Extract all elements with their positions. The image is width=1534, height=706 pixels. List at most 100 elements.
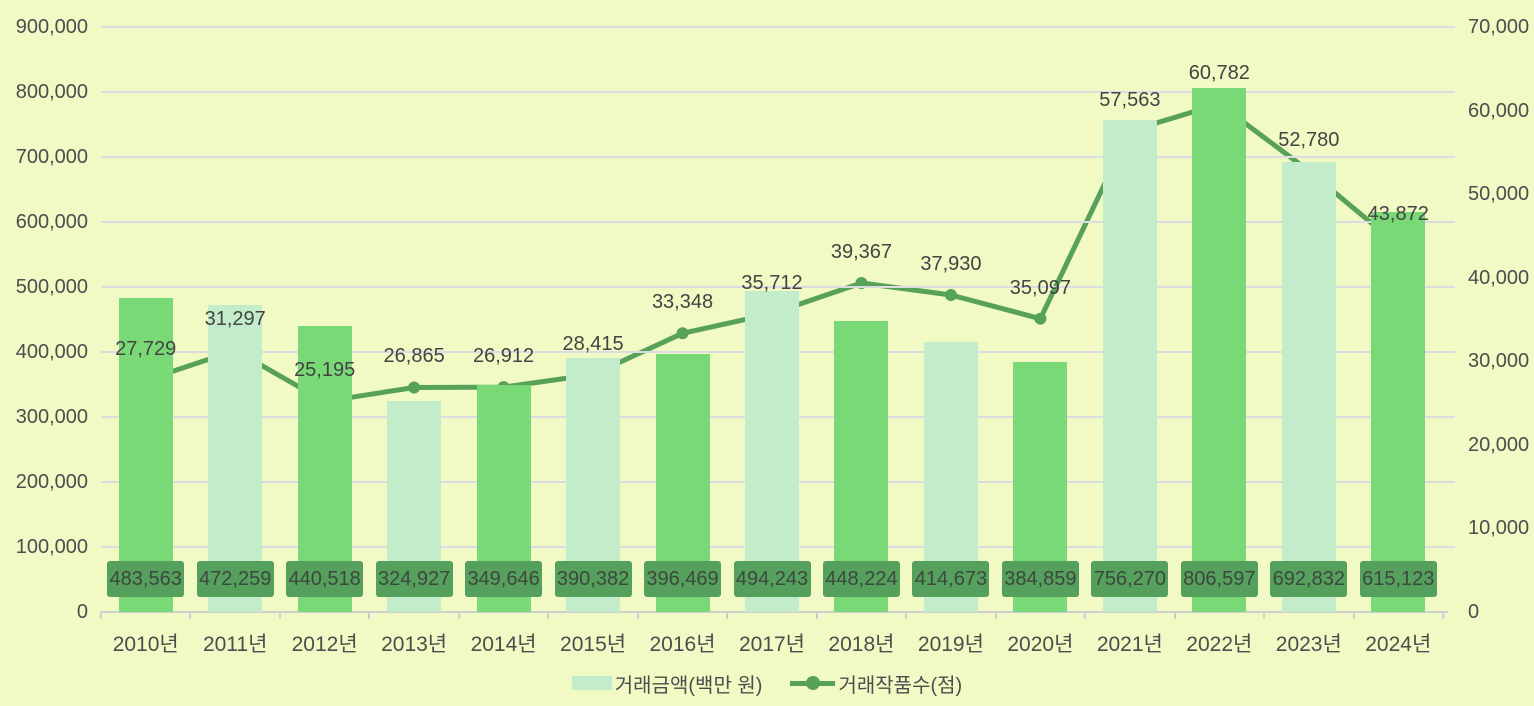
y-axis-label-left: 0 (76, 601, 88, 623)
bar (208, 305, 263, 612)
x-axis-tick (994, 612, 997, 619)
x-axis-category-label: 2021년 (1096, 633, 1163, 656)
bar (1102, 120, 1157, 612)
x-axis-tick (1442, 612, 1444, 619)
y-axis-label-left: 200,000 (15, 471, 88, 493)
line-point-label: 52,780 (1278, 128, 1340, 151)
gridline (101, 91, 1455, 93)
x-axis-category-label: 2010년 (112, 633, 179, 656)
y-axis-label-right: 70,000 (1468, 16, 1530, 38)
x-axis-tick (547, 612, 550, 619)
x-axis-tick (368, 612, 371, 619)
bar (745, 290, 799, 612)
x-axis-category-label: 2015년 (560, 633, 627, 656)
x-axis-line (101, 611, 1448, 613)
x-axis-category-label: 2019년 (917, 633, 984, 656)
line-point-label: 57,563 (1099, 88, 1161, 111)
line-point-label: 60,782 (1188, 62, 1250, 85)
gridline (101, 221, 1455, 223)
line-point-label: 33,348 (651, 291, 714, 314)
x-axis-category-label: 2020년 (1007, 633, 1074, 656)
bar-value-badge: 692,832 (1270, 561, 1348, 597)
gridline (101, 156, 1455, 158)
bar (1371, 212, 1426, 612)
line-point-label: 26,912 (473, 345, 535, 368)
legend-label-count: 거래작품수(점) (838, 674, 963, 697)
line-point-label: 37,930 (920, 253, 982, 275)
y-axis-label-right: 20,000 (1468, 433, 1530, 456)
bar-value-badge: 494,243 (733, 561, 811, 597)
y-axis-label-right: 40,000 (1468, 266, 1530, 289)
x-axis-tick (815, 612, 818, 619)
x-axis-tick (189, 612, 192, 619)
chart-legend: 거래금액(백만 원) 거래작품수(점) (0, 668, 1534, 698)
bar-value-badge: 483,563 (107, 561, 185, 597)
legend-swatch-amount (571, 676, 612, 690)
bar-value-badge: 396,469 (644, 561, 722, 597)
legend-label-amount: 거래금액(백만 원) (614, 674, 763, 697)
y-axis-label-left: 500,000 (15, 276, 88, 298)
x-axis-category-label: 2014년 (470, 633, 537, 656)
bar-value-badge: 615,123 (1359, 561, 1437, 597)
bar (1192, 87, 1247, 612)
x-axis-tick (100, 612, 102, 619)
x-axis-tick (1173, 612, 1176, 619)
y-axis-label-left: 700,000 (15, 146, 88, 168)
y-axis-label-right: 60,000 (1468, 99, 1530, 122)
line-point-label: 26,865 (383, 345, 445, 368)
x-axis-category-label: 2018년 (828, 633, 895, 656)
y-axis-label-right: 30,000 (1468, 350, 1530, 373)
line-point-label: 35,712 (741, 271, 803, 294)
y-axis-label-left: 300,000 (15, 406, 88, 428)
bar-value-badge: 472,259 (196, 561, 274, 597)
x-axis-tick (457, 612, 460, 619)
bar (118, 297, 173, 612)
x-axis-tick (726, 612, 729, 619)
gridline (101, 286, 1455, 288)
bar-value-badge: 384,859 (1001, 561, 1079, 597)
x-axis-category-label: 2023년 (1275, 633, 1342, 656)
bar-value-badge: 440,518 (286, 561, 364, 597)
line-point-label: 28,415 (562, 332, 624, 355)
line-point-marker (408, 381, 421, 394)
x-axis-tick (1084, 612, 1087, 619)
x-axis-category-label: 2017년 (738, 633, 806, 656)
bar-value-badge: 806,597 (1180, 561, 1258, 597)
y-axis-label-left: 600,000 (15, 211, 88, 233)
x-axis-category-label: 2022년 (1186, 633, 1253, 656)
y-axis-label-right: 50,000 (1468, 183, 1530, 206)
line-point-label: 39,367 (830, 241, 893, 263)
y-axis-label-right: 10,000 (1468, 517, 1530, 540)
bar-value-badge: 448,224 (822, 561, 900, 597)
line-point-label: 27,729 (115, 338, 177, 361)
bar-value-badge: 324,927 (375, 561, 453, 597)
x-axis-category-label: 2013년 (381, 633, 448, 656)
line-point-label: 31,297 (204, 308, 266, 331)
line-point-marker (1034, 312, 1047, 325)
legend-line-swatch (790, 676, 836, 690)
y-axis-label-left: 800,000 (15, 81, 88, 103)
bar-value-badge: 756,270 (1091, 561, 1169, 597)
y-axis-label-left: 900,000 (15, 16, 88, 38)
y-axis-label-left: 100,000 (15, 536, 88, 558)
line-point-marker (944, 289, 957, 302)
legend-item-count: 거래작품수(점) (790, 669, 962, 698)
gridline (101, 26, 1455, 28)
line-point-label: 43,872 (1367, 203, 1429, 226)
y-axis-label-right: 0 (1468, 601, 1480, 623)
x-axis-category-label: 2012년 (291, 633, 358, 656)
bar (1281, 161, 1336, 612)
x-axis-tick (1263, 612, 1266, 619)
y-axis-label-left: 400,000 (15, 341, 88, 363)
x-axis-category-label: 2016년 (649, 633, 716, 656)
bar-value-badge: 414,673 (912, 561, 990, 597)
x-axis-category-label: 2011년 (202, 633, 268, 656)
x-axis-category-label: 2024년 (1365, 633, 1432, 656)
x-axis-tick (905, 612, 908, 619)
x-axis-tick (1352, 612, 1355, 619)
bar-value-badge: 390,382 (554, 561, 632, 597)
x-axis-tick (278, 612, 281, 619)
line-point-label: 25,195 (294, 359, 356, 382)
legend-line-dot (806, 676, 821, 690)
